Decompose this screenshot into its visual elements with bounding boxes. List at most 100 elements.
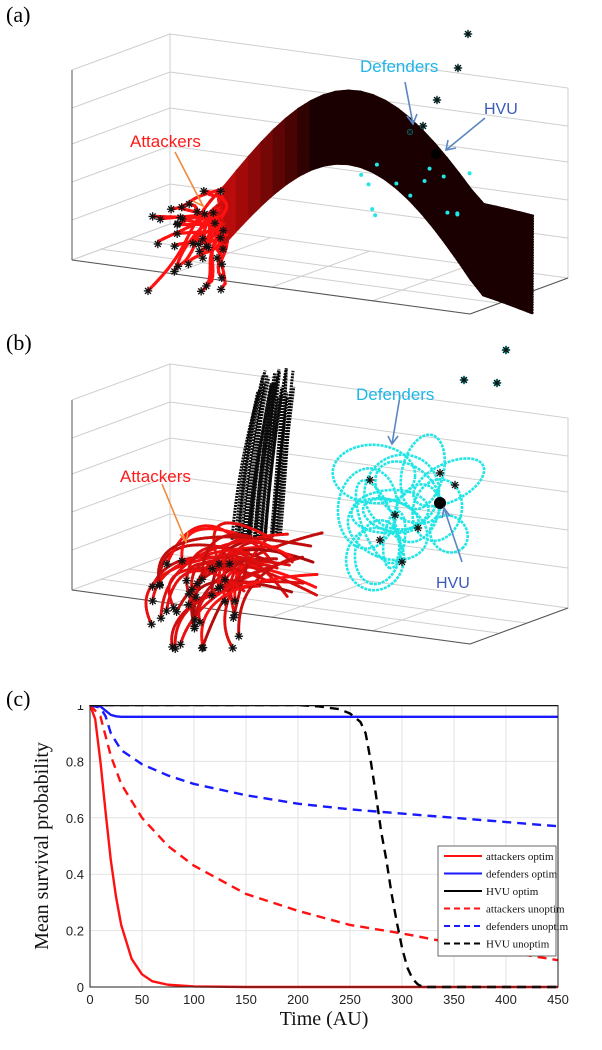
attacker-trajectory-segment [346,89,362,94]
trajectory-start-marker [184,600,193,609]
attacker-trajectory-segment [481,285,498,294]
trajectory-start-marker [195,247,204,256]
x-tick-label: 300 [391,992,413,1007]
defender-position [455,212,460,217]
attackers-arrow-b [161,483,187,543]
attacker-trajectory-segment [248,202,264,218]
x-tick-label: 150 [235,992,257,1007]
defender-position [373,213,378,218]
attacker-trajectory-segment [481,202,498,209]
attacker-trajectory-segment [321,102,338,109]
attacker-trajectory-segment [506,231,522,238]
attacker-ascent-trace [240,382,266,540]
attacker-trajectory-segment [309,101,326,111]
attacker-trajectory [200,572,320,650]
trajectory-start-marker [492,378,502,388]
attacker-trajectory-segment [321,140,338,147]
attacker-trajectory-segment [518,275,535,284]
defender-trajectory [363,453,441,531]
trajectory-start-marker [218,226,228,235]
attacker-trajectory-segment [383,156,399,169]
attacker-trajectory-segment [358,104,375,112]
attacker-trajectory-segment [346,144,362,150]
attacker-trajectory-segment [518,237,535,244]
defender-position [408,193,413,198]
hvu-marker [434,497,446,509]
y-tick-label: 1 [77,705,84,713]
attacker-trajectory-segment [383,177,399,190]
attacker-trajectory-segment [346,107,362,112]
attacker-trajectory-segment [297,163,313,174]
attacker-trajectory-segment [494,272,510,280]
attacker-trajectory-segment [395,137,412,152]
attacker-trajectory-segment [297,154,313,165]
attacker-trajectory-segment [518,231,535,239]
attacker-trajectory-segment [358,98,375,106]
attacker-trajectory-segment [297,167,313,177]
trajectory-start-marker [168,642,177,652]
trajectory-start-marker [192,207,202,217]
attacker-trajectory-segment [371,120,387,131]
attacker-trajectory-segment [371,143,387,154]
attacker-trajectory-segment [321,113,338,120]
attacker-trajectory-segment [371,169,387,181]
attacker-trajectory-segment [383,105,399,118]
trajectory-start-marker [216,233,225,242]
defender-trajectory [344,526,406,592]
attacker-trajectory-segment [494,295,510,303]
trajectory-start-marker [210,219,220,228]
attacker-trajectory-segment [518,216,535,223]
attacker-trajectory-segment [506,299,522,308]
attacker-trajectory-segment [358,118,375,126]
attacker-trajectory-segment [383,135,399,147]
attacker-trajectory-segment [309,109,326,118]
attacker-trajectory-segment [371,112,387,122]
trajectory-start-marker [155,580,164,589]
attacker-trajectory-segment [371,157,387,168]
attacker-trajectory-segment [346,158,362,164]
attacker-trajectory [223,535,271,650]
trajectory-start-marker [170,241,179,251]
trajectory-start-marker [212,253,222,263]
x-tick-labels: 0 50 100 150 200 250 300 350 400 450 [86,992,568,1007]
attacker-trajectory-segment [494,280,510,288]
y-tick-label: 0.6 [66,811,84,826]
attacker-trajectory-segment [371,100,387,110]
trajectory-start-marker [501,345,511,355]
attacker-trajectory-segment [481,219,498,227]
attacker-trajectory-segment [309,114,326,124]
attacker-trajectory-segment [309,112,326,122]
attacker-trajectory [151,545,280,603]
attacker-trajectory-segment [494,245,510,253]
panel-label-c: (c) [6,686,31,711]
attacker-trajectory-segment [481,232,498,239]
attacker-trajectory-segment [358,94,375,102]
defender-position [441,174,446,179]
attacker-trajectory-segment [309,152,326,160]
attacker-trajectory-segment [506,221,522,228]
attacker-trajectory-segment [494,270,510,278]
attacker-trajectory-segment [481,222,498,229]
attacker-trajectory-segment [321,146,338,152]
attacker-trajectory-segment [494,227,510,235]
attacker-trajectory-segment [321,90,338,98]
attacker-trajectory-segment [321,94,338,102]
attacker-trajectory-segment [518,234,535,242]
attacker-trajectory-segment [395,116,412,130]
attacker-trajectory-segment [494,232,510,240]
attacker-trajectory-segment [506,276,522,285]
attacker-trajectory-segment [506,294,522,303]
attacker-trajectory-segment [506,274,522,282]
panel-a-annotation-arrows [174,81,486,208]
attacker-trajectory-segment [358,116,375,124]
attacker-trajectory-segment [321,115,338,122]
attacker-trajectory-segment [297,162,313,172]
attacker-trajectory-segment [309,135,326,144]
attacker-trajectory-segment [358,136,375,145]
attacker-trajectory-segment [334,114,350,119]
hvu-arrow-b [443,507,463,563]
trajectory-start-marker [453,63,463,73]
attacker-trajectory-segment [358,134,375,143]
attacker-trajectory-segment [334,93,350,98]
attacker-trajectory-segment [371,118,387,128]
